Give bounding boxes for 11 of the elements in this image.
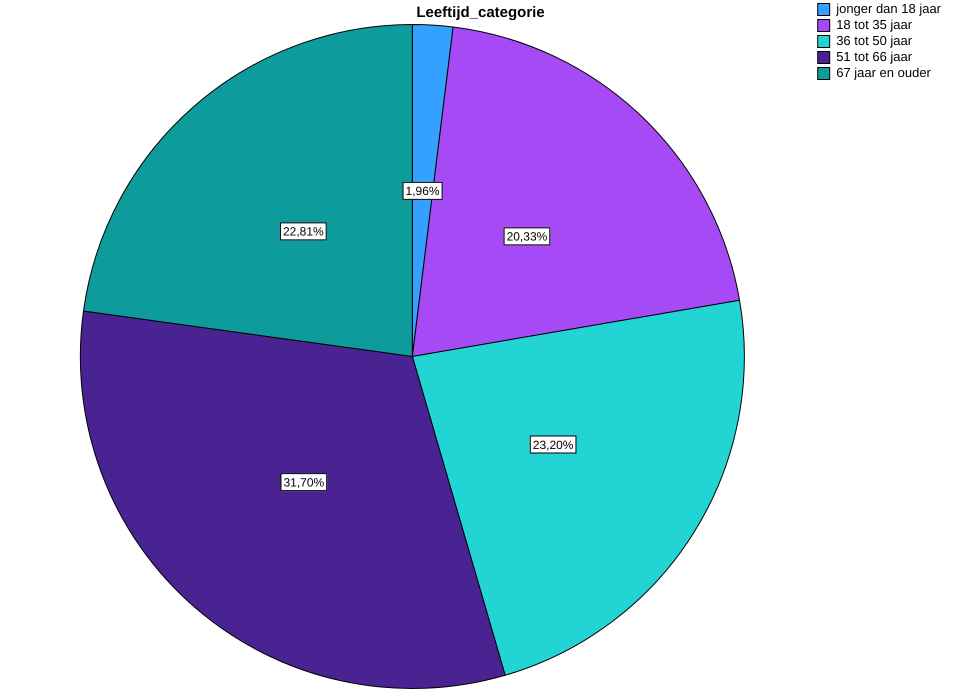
legend-label: 51 tot 66 jaar bbox=[836, 49, 913, 64]
data-label: 1,96% bbox=[406, 184, 440, 198]
data-label: 31,70% bbox=[283, 475, 325, 490]
legend-label: 36 tot 50 jaar bbox=[836, 33, 913, 48]
data-label: 23,20% bbox=[532, 438, 574, 452]
legend-label: 67 jaar en ouder bbox=[836, 65, 932, 80]
data-label: 22,81% bbox=[282, 224, 324, 239]
chart-title: Leeftijd_categorie bbox=[416, 4, 545, 22]
legend-label: 18 tot 35 jaar bbox=[836, 17, 913, 32]
data-label: 20,33% bbox=[506, 230, 548, 244]
legend-label: jonger dan 18 jaar bbox=[835, 1, 942, 16]
